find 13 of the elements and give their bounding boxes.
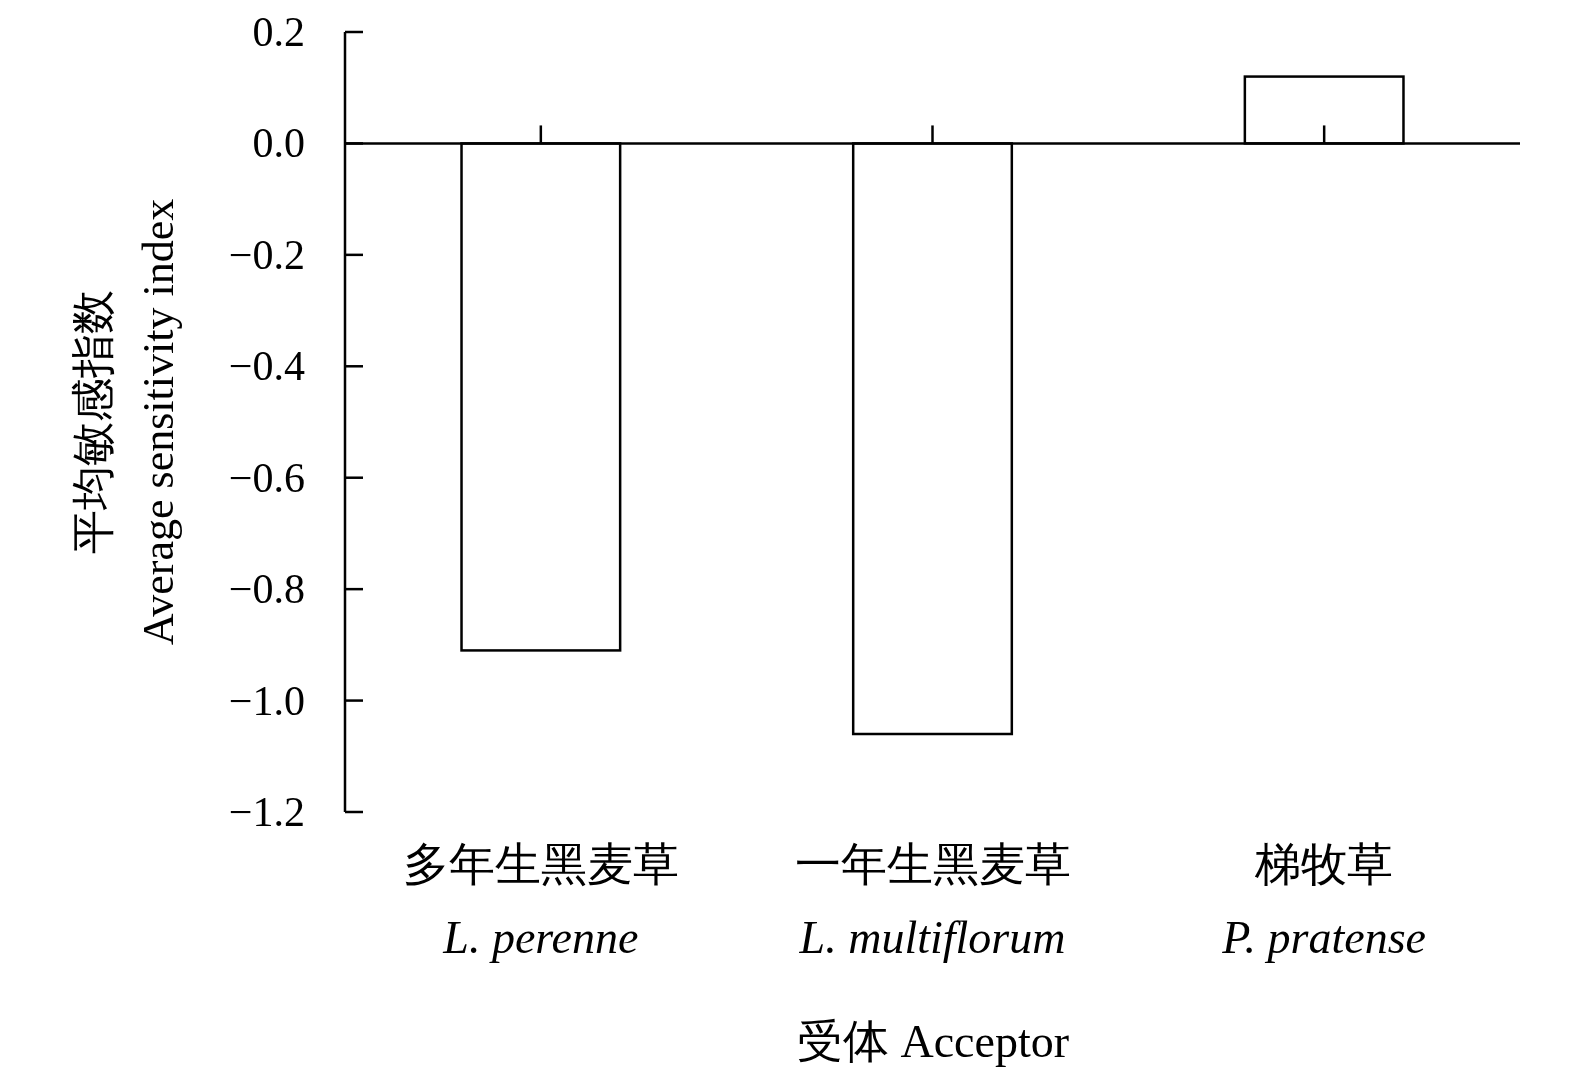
x-tick-label: 一年生黑麦草 L. multiflorum	[794, 839, 1071, 963]
y-tick-label: −0.2	[228, 231, 305, 278]
y-tick-label: −0.4	[228, 343, 305, 390]
y-tick-label: 0.2	[252, 9, 305, 55]
y-tick-label: −1.2	[228, 789, 305, 835]
y-tick-label: −0.6	[228, 454, 305, 501]
x-tick-label: 梯牧草 P. pratense	[1221, 839, 1426, 963]
y-tick-label: −0.8	[228, 566, 305, 613]
y-tick-label: −1.0	[228, 677, 305, 724]
x-tick-label: 多年生黑麦草 L. perenne	[402, 839, 679, 963]
y-tick-label: 0.0	[252, 120, 305, 167]
x-axis-title: 受体 Acceptor	[796, 1016, 1070, 1067]
y-axis-title: 平均敏感指数 Average sensitivity index	[69, 198, 183, 646]
